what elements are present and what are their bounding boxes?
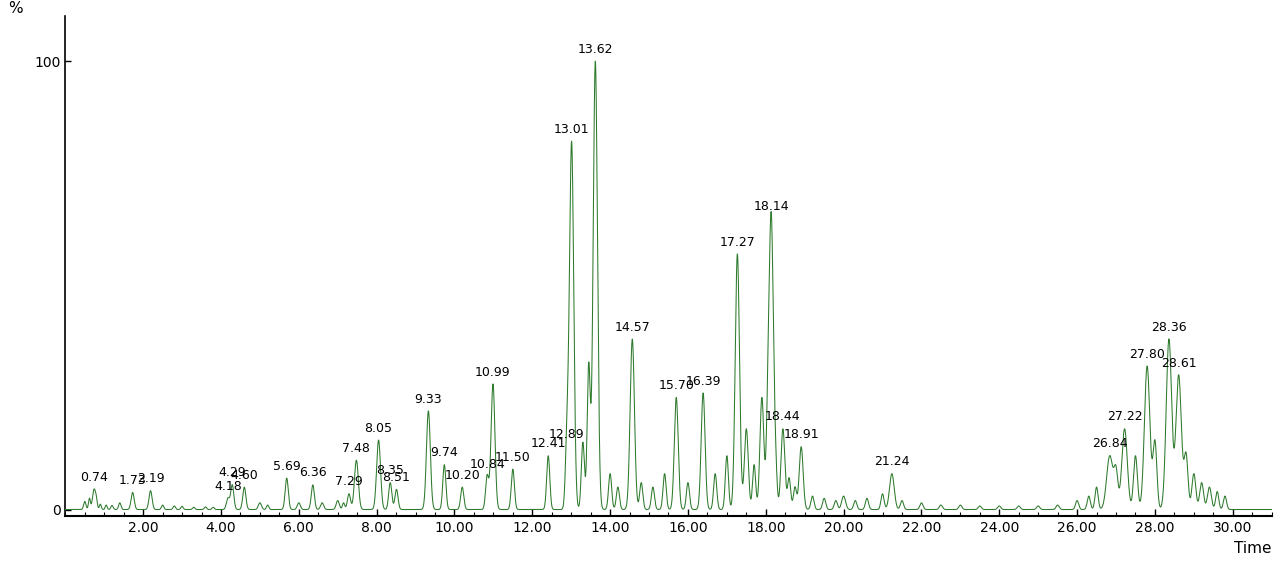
Text: 15.70: 15.70: [658, 379, 694, 392]
Text: 7.48: 7.48: [343, 442, 370, 455]
Text: 4.60: 4.60: [230, 469, 259, 482]
Text: 18.14: 18.14: [754, 200, 788, 213]
Text: 4.18: 4.18: [214, 480, 242, 493]
Text: 13.62: 13.62: [577, 43, 613, 56]
Text: 2.19: 2.19: [137, 472, 164, 485]
Text: 12.89: 12.89: [549, 429, 585, 442]
Text: 13.01: 13.01: [554, 124, 589, 136]
Text: 11.50: 11.50: [495, 451, 531, 464]
Text: 10.99: 10.99: [475, 365, 511, 378]
Text: 18.44: 18.44: [765, 411, 801, 424]
Text: 12.41: 12.41: [530, 437, 566, 450]
Text: 7.29: 7.29: [335, 475, 362, 488]
Text: 14.57: 14.57: [614, 321, 650, 334]
Text: 17.27: 17.27: [719, 236, 755, 249]
Y-axis label: %: %: [9, 1, 23, 16]
Text: 9.74: 9.74: [430, 446, 458, 459]
Text: 10.84: 10.84: [470, 457, 506, 470]
Text: 6.36: 6.36: [300, 466, 326, 479]
Text: 1.73: 1.73: [119, 474, 146, 487]
X-axis label: Time: Time: [1234, 541, 1271, 556]
Text: 27.22: 27.22: [1107, 411, 1142, 424]
Text: 28.36: 28.36: [1151, 321, 1187, 334]
Text: 10.20: 10.20: [444, 469, 480, 482]
Text: 8.35: 8.35: [376, 464, 404, 477]
Text: 26.84: 26.84: [1092, 437, 1128, 450]
Text: 8.05: 8.05: [365, 422, 393, 435]
Text: 9.33: 9.33: [415, 393, 442, 406]
Text: 8.51: 8.51: [383, 471, 411, 484]
Text: 21.24: 21.24: [874, 455, 910, 468]
Text: 0.74: 0.74: [81, 471, 108, 484]
Text: 27.80: 27.80: [1129, 347, 1165, 360]
Text: 4.29: 4.29: [219, 466, 246, 479]
Text: 5.69: 5.69: [273, 460, 301, 473]
Text: 28.61: 28.61: [1161, 356, 1197, 369]
Text: 18.91: 18.91: [783, 429, 819, 442]
Text: 16.39: 16.39: [685, 374, 721, 387]
